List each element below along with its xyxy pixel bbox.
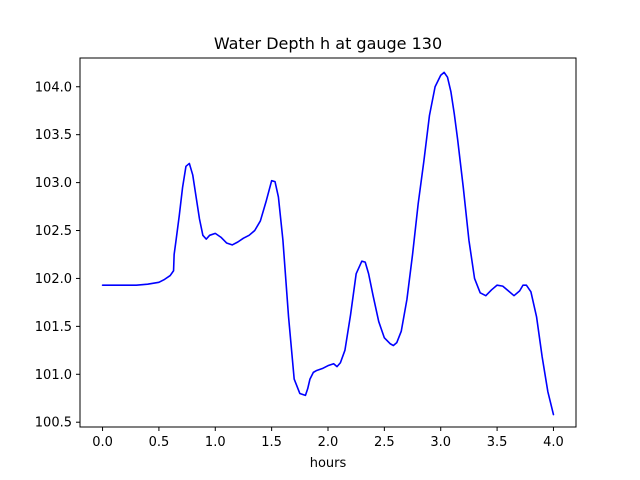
x-tick-label: 0.0 (92, 435, 113, 450)
y-axis: 100.5 101.0 101.5 102.0 102.5 103.0 103.5 104.0 (35, 80, 80, 431)
y-tick-label: 101.5 (35, 320, 72, 335)
x-tick-label: 4.0 (543, 435, 564, 450)
x-tick-label: 1.0 (205, 435, 226, 450)
y-tick-label: 102.5 (35, 224, 72, 239)
series-line-0 (101, 71, 555, 416)
chart-title: Water Depth h at gauge 130 (214, 34, 442, 53)
x-axis: 0.0 0.5 1.0 1.5 2.0 2.5 3.0 3.5 4.0 (92, 427, 564, 450)
y-tick-label: 104.0 (35, 80, 72, 95)
y-tick-label: 103.0 (35, 176, 72, 191)
y-tick-label: 101.0 (35, 368, 72, 383)
y-tick-label: 102.0 (35, 272, 72, 287)
y-tick-label: 100.5 (35, 416, 72, 431)
x-tick-label: 1.5 (261, 435, 282, 450)
x-tick-label: 2.0 (318, 435, 339, 450)
plot-area (101, 71, 555, 416)
y-tick-label: 103.5 (35, 128, 72, 143)
x-axis-label: hours (310, 456, 347, 471)
x-tick-label: 2.5 (374, 435, 395, 450)
x-tick-label: 0.5 (149, 435, 170, 450)
x-tick-label: 3.0 (430, 435, 451, 450)
x-tick-label: 3.5 (487, 435, 508, 450)
